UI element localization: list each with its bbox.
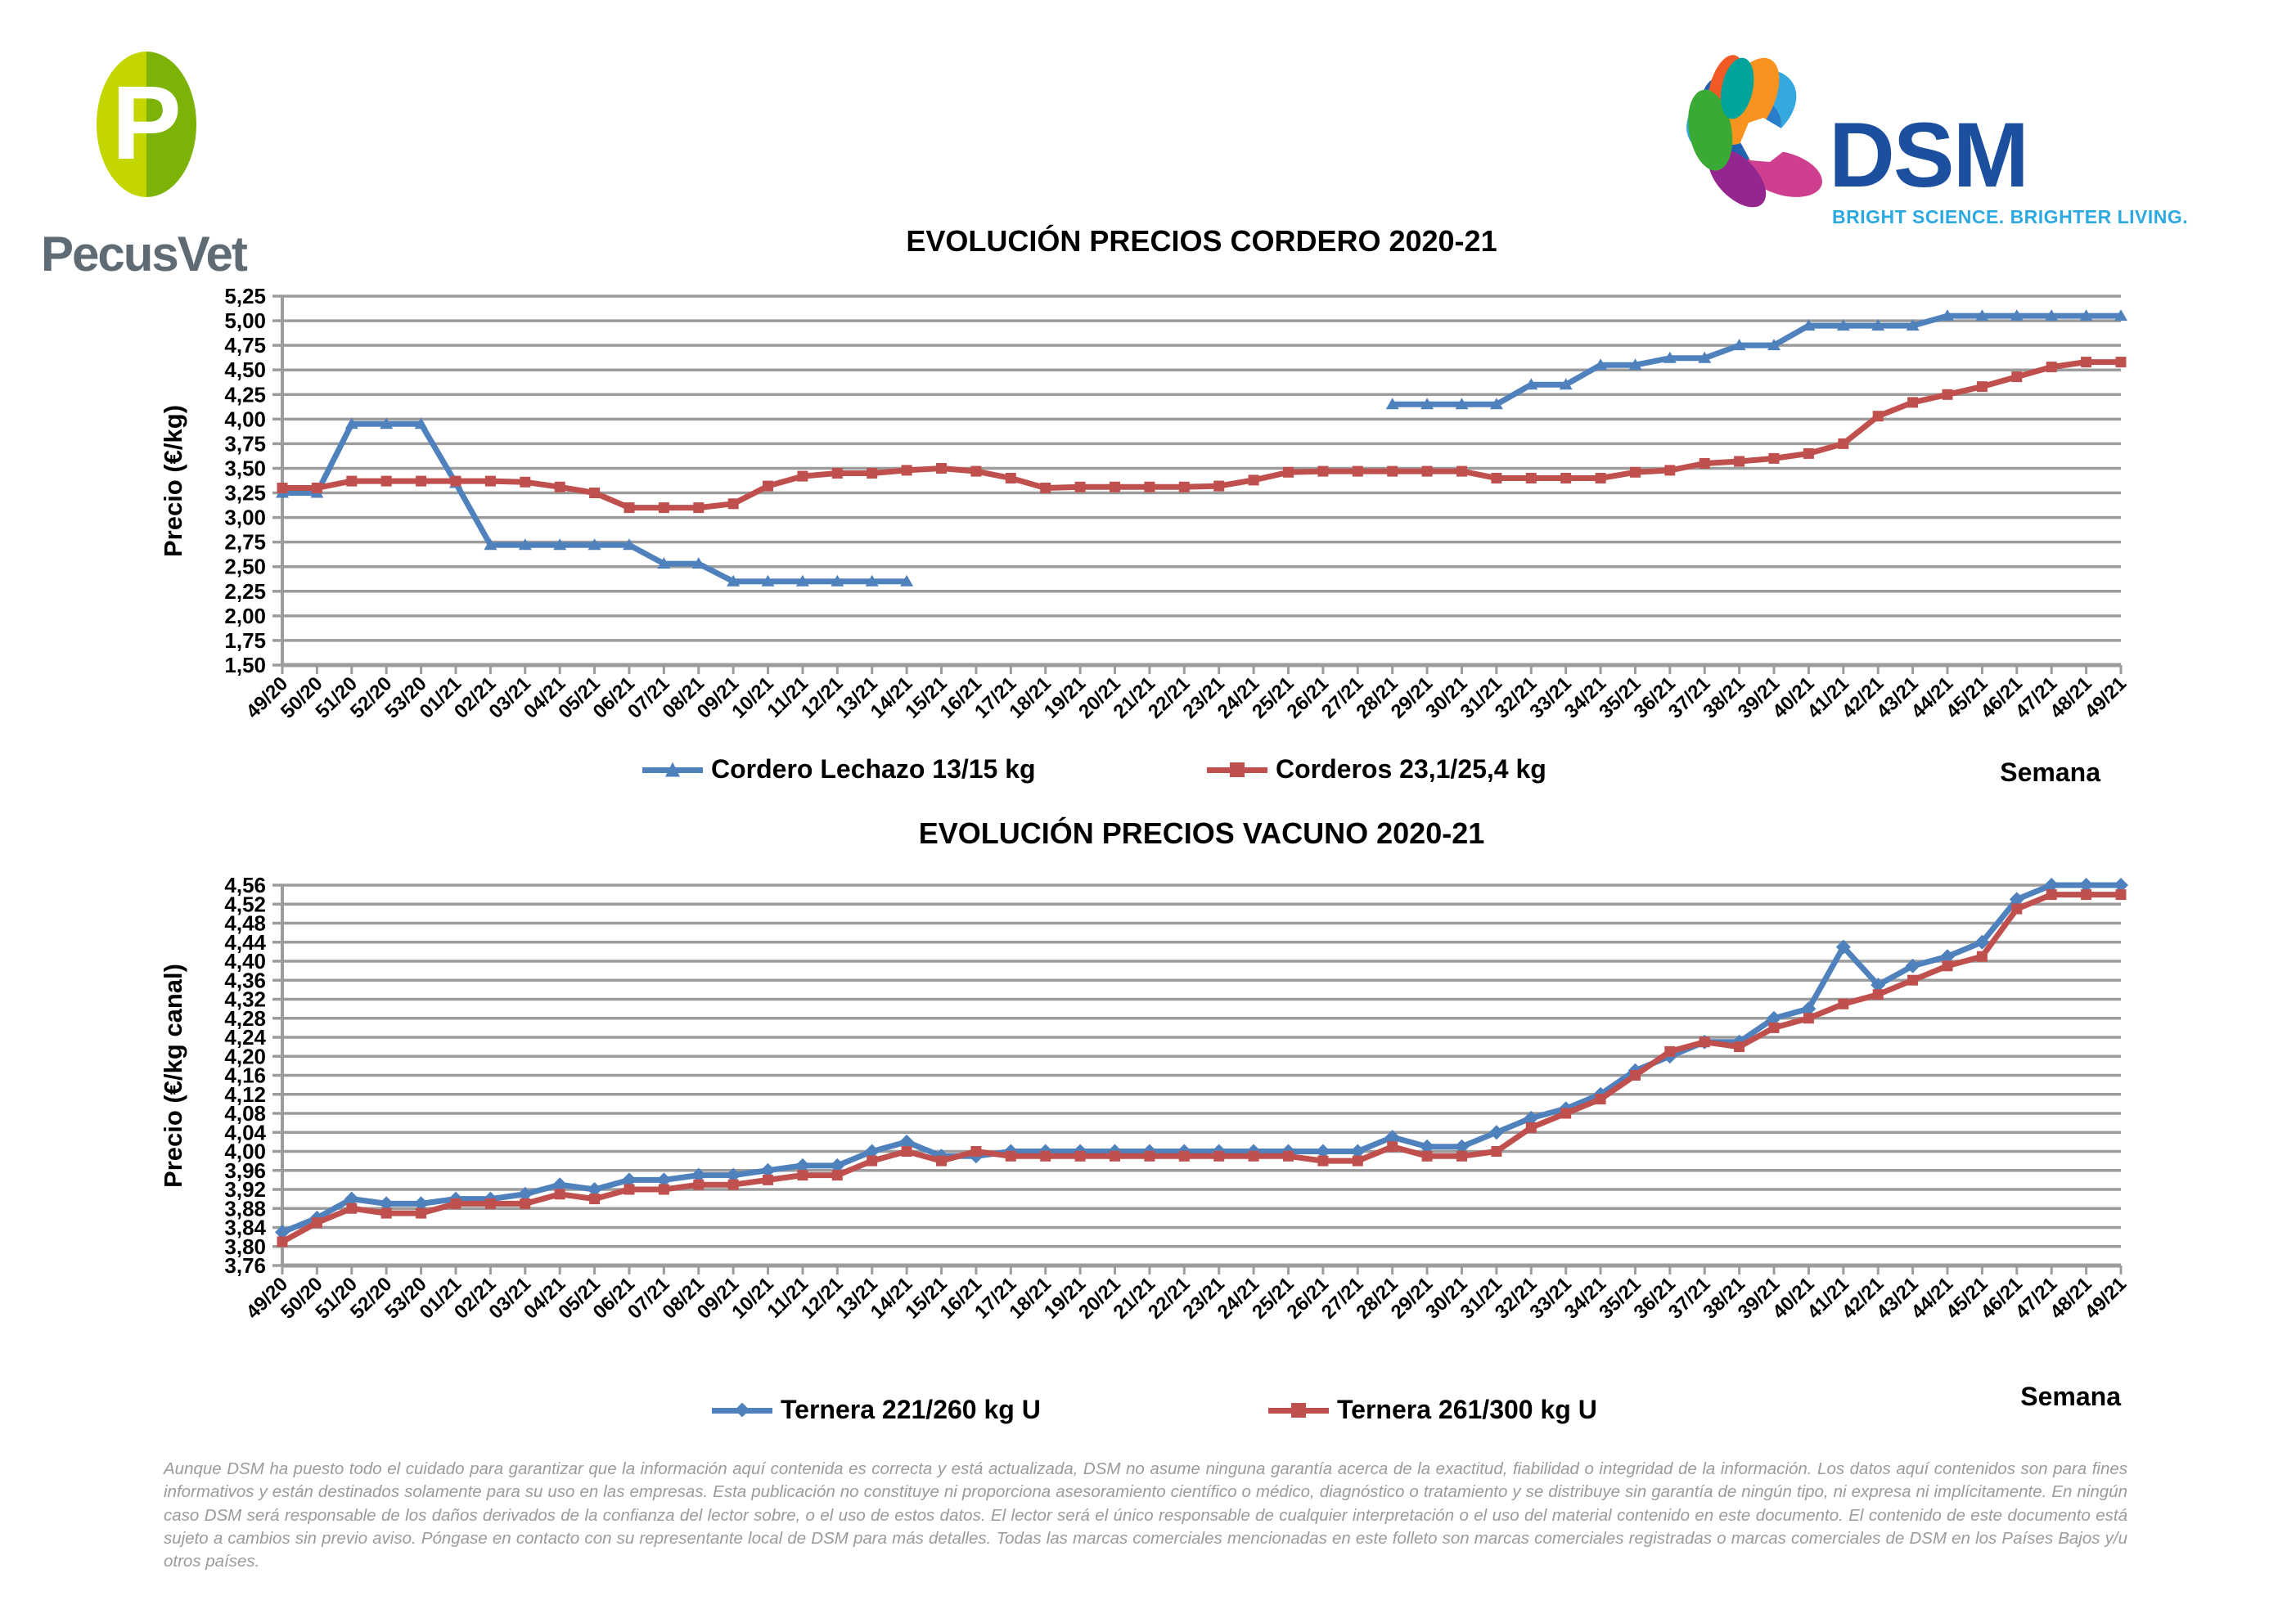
red-square-line-icon — [1268, 1401, 1329, 1419]
svg-text:4,40: 4,40 — [224, 949, 266, 973]
vacuno-chart-title: EVOLUCIÓN PRECIOS VACUNO 2020-21 — [918, 816, 1485, 850]
svg-text:4,36: 4,36 — [224, 968, 266, 992]
svg-text:4,52: 4,52 — [224, 892, 266, 916]
svg-text:2,25: 2,25 — [224, 579, 266, 604]
pecusvet-oval-right — [146, 52, 196, 197]
svg-text:4,08: 4,08 — [224, 1101, 266, 1126]
svg-text:4,12: 4,12 — [224, 1082, 266, 1107]
svg-text:3,00: 3,00 — [224, 506, 266, 530]
cordero-price-chart: 5,25 5,00 4,75 4,50 4,25 4,00 3,75 3,50 3,25 3,00… — [82, 284, 2144, 744]
legend-item-ternera-221-260: Ternera 221/260 kg U — [712, 1395, 1041, 1425]
dsm-flower-icon — [1686, 55, 1822, 208]
svg-text:5,00: 5,00 — [224, 308, 266, 333]
svg-text:4,16: 4,16 — [224, 1063, 266, 1088]
svg-text:2,75: 2,75 — [224, 530, 266, 555]
svg-text:4,24: 4,24 — [224, 1025, 266, 1050]
svg-text:4,50: 4,50 — [224, 357, 266, 382]
legend-label: Cordero Lechazo 13/15 kg — [711, 754, 1036, 784]
legend-label: Ternera 221/260 kg U — [781, 1395, 1041, 1424]
vacuno-price-chart: 4,56 4,52 4,48 4,44 4,40 4,36 4,32 4,28 4,24 4,20… — [82, 873, 2144, 1347]
svg-text:1,50: 1,50 — [224, 653, 266, 677]
legend-item-cordero-lechazo: Cordero Lechazo 13/15 kg — [642, 754, 1036, 785]
blue-diamond-line-icon — [712, 1401, 772, 1419]
legend-label: Ternera 261/300 kg U — [1337, 1395, 1597, 1424]
svg-text:4,25: 4,25 — [224, 382, 266, 407]
dsm-logo: DSM BRIGHT SCIENCE. BRIGHTER LIVING. — [1681, 33, 2271, 262]
svg-text:3,76: 3,76 — [224, 1253, 266, 1278]
svg-text:2,00: 2,00 — [224, 604, 266, 628]
dsm-wordmark: DSM — [1829, 104, 2029, 206]
svg-text:1,75: 1,75 — [224, 628, 266, 653]
svg-text:4,56: 4,56 — [224, 877, 266, 897]
blue-triangle-line-icon — [642, 761, 703, 779]
svg-text:4,32: 4,32 — [224, 987, 266, 1012]
cordero-chart-legend: Cordero Lechazo 13/15 kg Corderos 23,1/2… — [282, 754, 2121, 795]
vacuno-chart-legend: Ternera 221/260 kg U Ternera 261/300 kg … — [282, 1382, 2121, 1436]
svg-text:3,96: 3,96 — [224, 1158, 266, 1183]
legend-item-corderos: Corderos 23,1/25,4 kg — [1207, 754, 1546, 785]
svg-text:2,50: 2,50 — [224, 555, 266, 579]
pecusvet-logo: P PecusVet — [41, 15, 311, 317]
svg-text:4,04: 4,04 — [224, 1120, 266, 1144]
pecusvet-wordmark: PecusVet — [41, 227, 248, 281]
svg-text:5,25: 5,25 — [224, 288, 266, 308]
red-square-line-icon — [1207, 761, 1267, 779]
svg-text:3,75: 3,75 — [224, 431, 266, 456]
dsm-tagline: BRIGHT SCIENCE. BRIGHTER LIVING. — [1832, 206, 2189, 227]
svg-text:3,25: 3,25 — [224, 481, 266, 506]
svg-text:4,75: 4,75 — [224, 333, 266, 357]
disclaimer-text: Aunque DSM ha puesto todo el cuidado par… — [164, 1459, 2127, 1571]
svg-text:3,80: 3,80 — [224, 1234, 266, 1259]
cordero-x-axis-label: Semana — [2000, 758, 2100, 787]
svg-text:4,44: 4,44 — [224, 930, 266, 955]
legend-item-ternera-261-300: Ternera 261/300 kg U — [1268, 1395, 1597, 1425]
cordero-chart-title: EVOLUCIÓN PRECIOS CORDERO 2020-21 — [906, 224, 1497, 258]
pecusvet-oval-icon: P — [97, 52, 196, 197]
svg-text:3,92: 3,92 — [224, 1177, 266, 1202]
pecusvet-monogram: P — [111, 65, 182, 182]
legend-label: Corderos 23,1/25,4 kg — [1276, 754, 1546, 784]
svg-text:3,88: 3,88 — [224, 1196, 266, 1221]
vacuno-x-axis-label: Semana — [2020, 1382, 2121, 1411]
svg-text:4,00: 4,00 — [224, 407, 266, 431]
svg-text:4,48: 4,48 — [224, 911, 266, 936]
svg-text:4,00: 4,00 — [224, 1140, 266, 1164]
svg-text:3,50: 3,50 — [224, 456, 266, 480]
pecusvet-oval-left — [97, 52, 146, 197]
svg-text:4,28: 4,28 — [224, 1006, 266, 1031]
svg-text:4,20: 4,20 — [224, 1044, 266, 1068]
svg-text:3,84: 3,84 — [224, 1216, 266, 1240]
